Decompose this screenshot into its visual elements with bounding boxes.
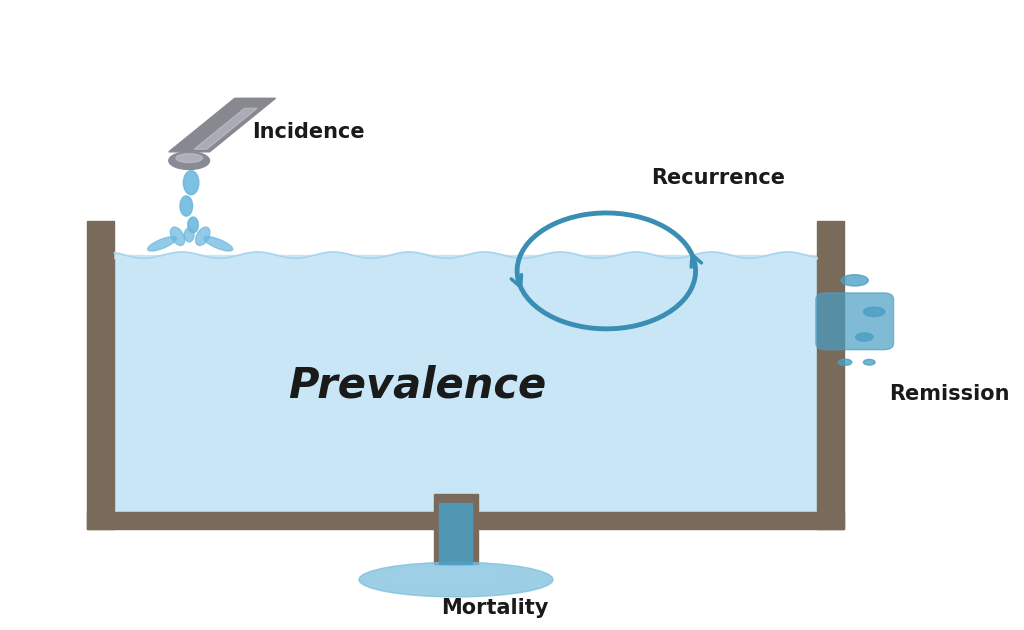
Bar — [115, 255, 817, 512]
Ellipse shape — [187, 217, 199, 232]
Ellipse shape — [180, 196, 193, 216]
Polygon shape — [194, 108, 257, 149]
Ellipse shape — [184, 228, 194, 242]
Text: Mortality: Mortality — [441, 598, 549, 619]
Text: Remission: Remission — [889, 384, 1010, 404]
Text: Prevalence: Prevalence — [288, 365, 546, 407]
Ellipse shape — [863, 360, 876, 365]
Bar — [433, 494, 478, 564]
Ellipse shape — [856, 333, 873, 341]
Ellipse shape — [170, 227, 184, 246]
Polygon shape — [169, 98, 275, 152]
Ellipse shape — [204, 237, 232, 251]
Ellipse shape — [359, 562, 553, 597]
Ellipse shape — [169, 152, 210, 169]
Ellipse shape — [176, 154, 203, 163]
Bar — [439, 503, 472, 564]
FancyBboxPatch shape — [816, 293, 894, 350]
Ellipse shape — [841, 275, 868, 286]
Bar — [87, 220, 115, 529]
Ellipse shape — [147, 237, 176, 251]
Ellipse shape — [383, 567, 509, 586]
Text: Recurrence: Recurrence — [651, 168, 785, 188]
Ellipse shape — [863, 307, 885, 317]
Text: Incidence: Incidence — [252, 122, 365, 142]
Ellipse shape — [839, 359, 852, 365]
Ellipse shape — [183, 171, 199, 195]
Bar — [87, 512, 844, 529]
Ellipse shape — [196, 227, 210, 246]
Bar — [817, 220, 844, 529]
